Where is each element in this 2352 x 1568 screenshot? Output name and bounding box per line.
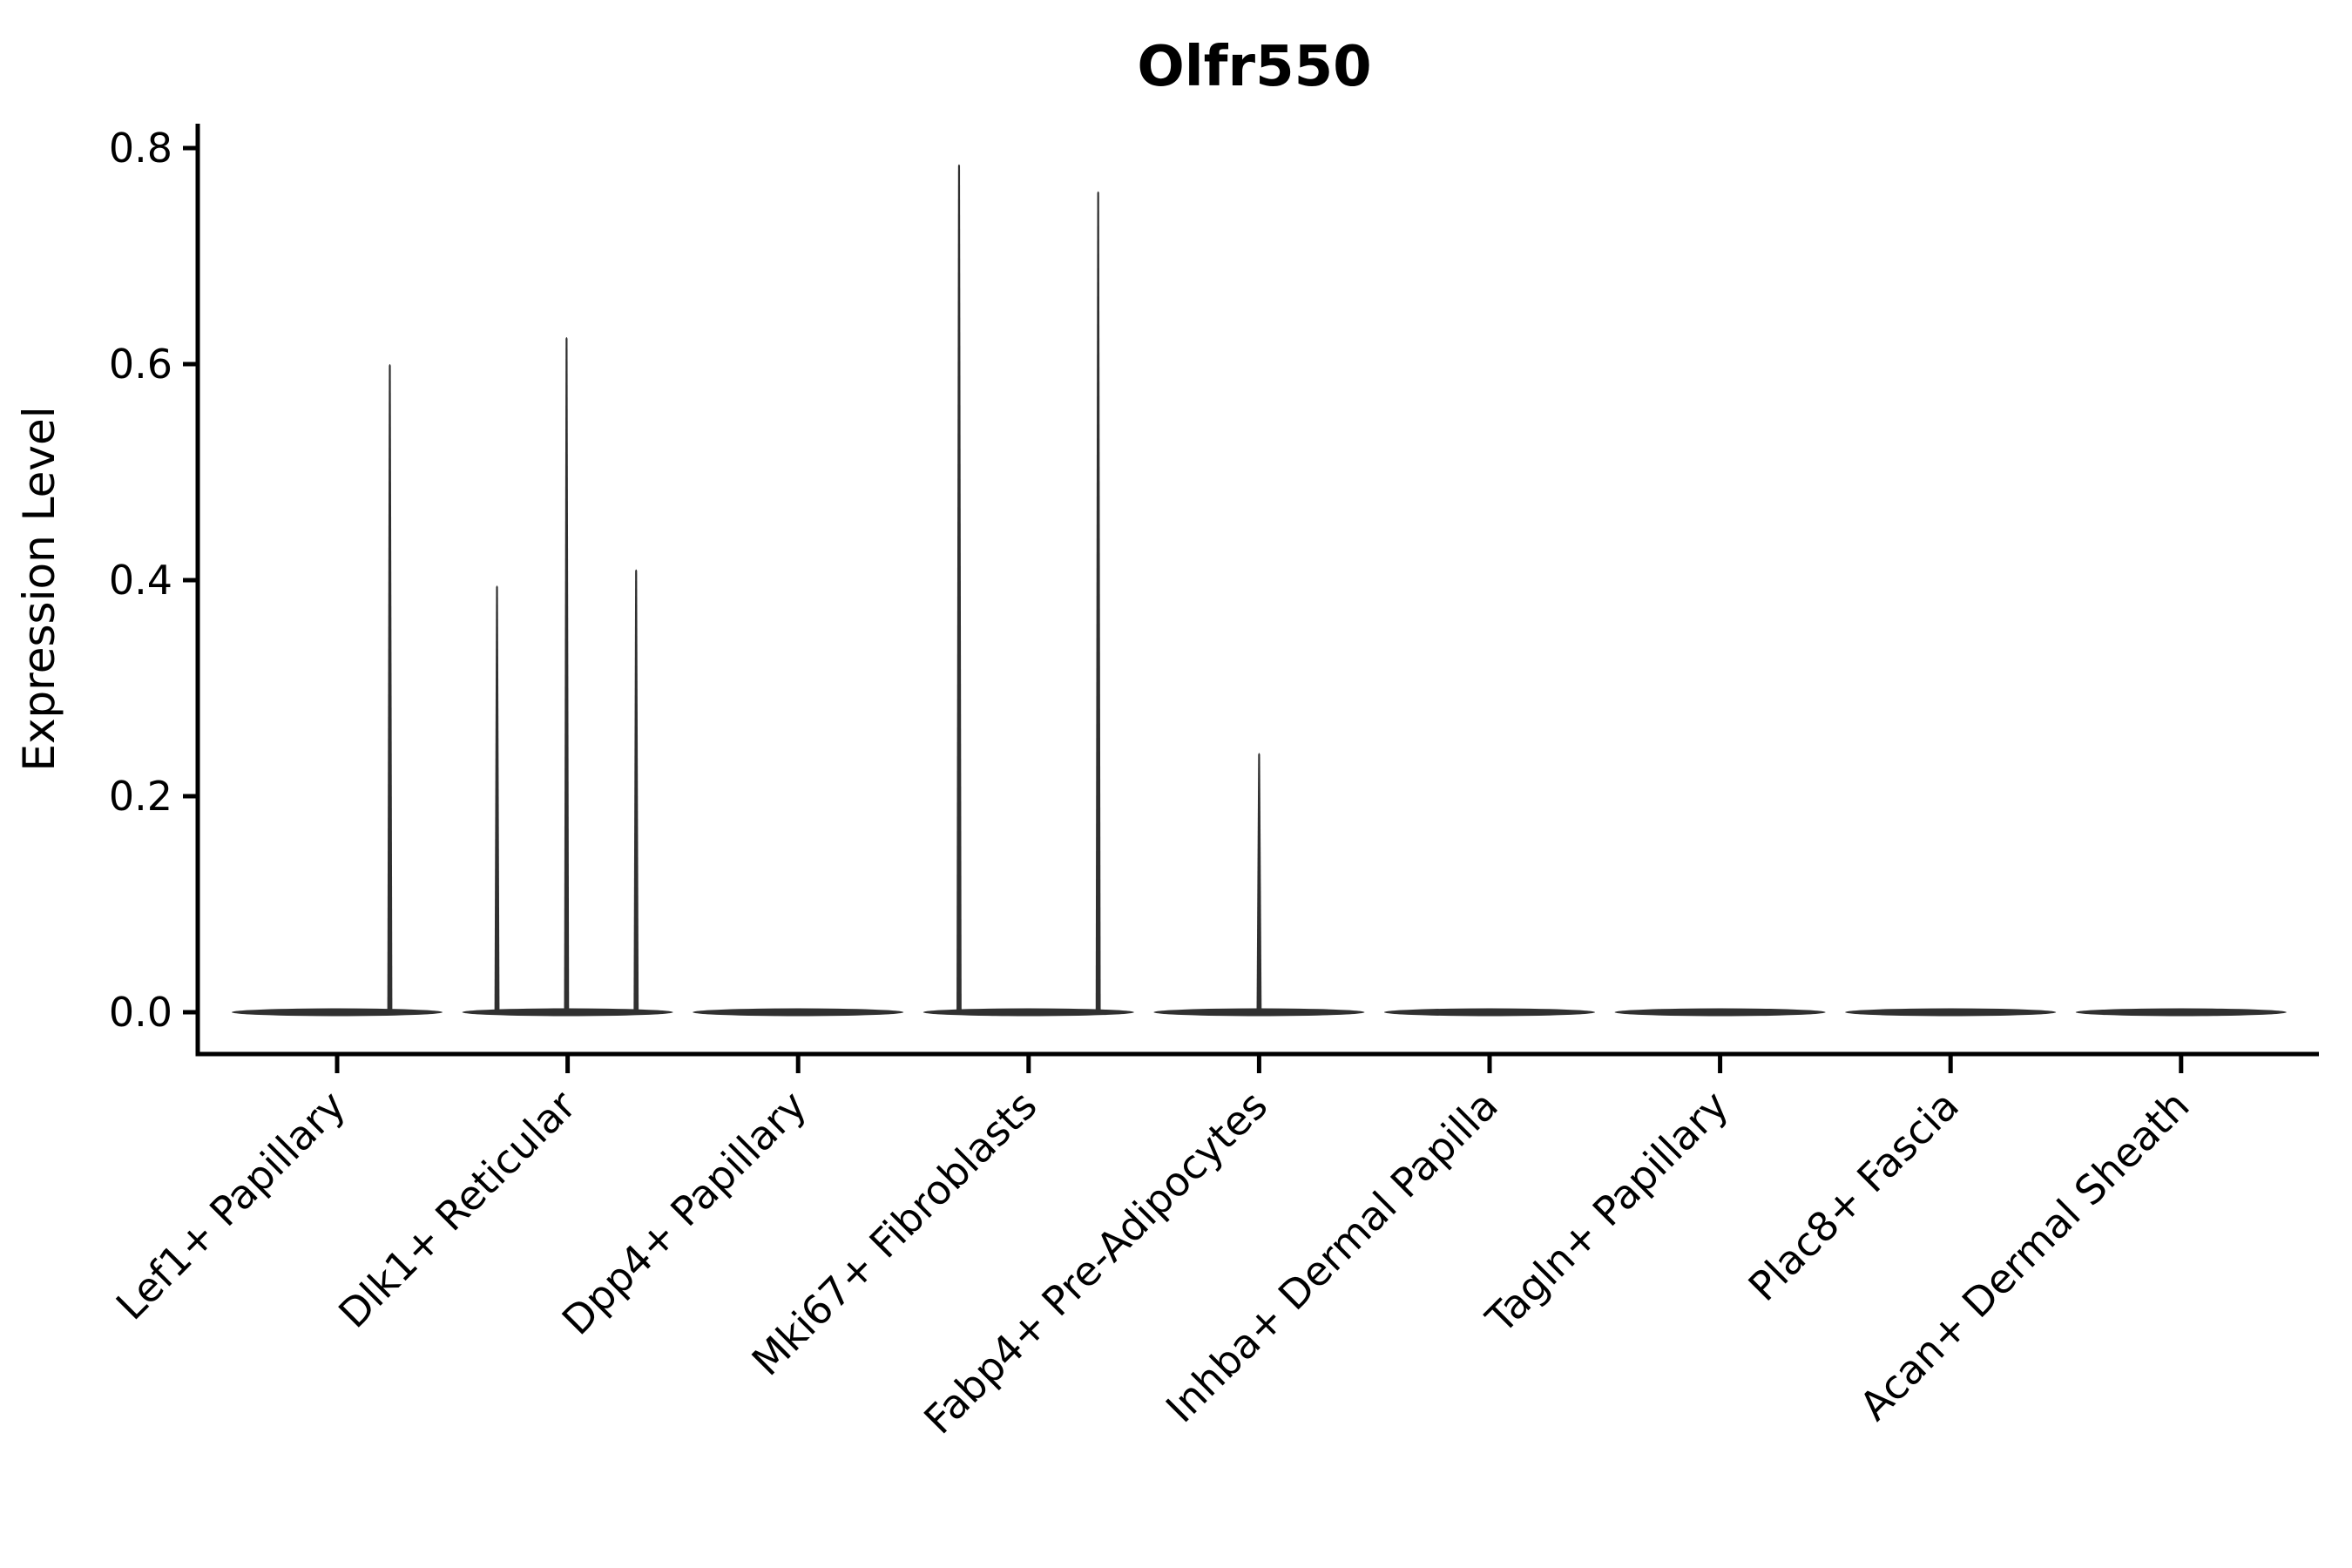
y-tick-label: 0.6 (109, 341, 172, 388)
violin-body (923, 1008, 1134, 1017)
y-axis-label: Expression Level (14, 406, 64, 771)
violin-body (232, 1008, 443, 1017)
violin-body (693, 1008, 904, 1017)
violin-body (1845, 1008, 2057, 1017)
x-tick-label: Plac8+ Fascia (1740, 1082, 1968, 1310)
violin-body (1614, 1008, 1826, 1017)
violin-spike (1256, 753, 1262, 1012)
violin-spike (494, 585, 500, 1012)
violin-spike (564, 337, 570, 1012)
violin-body (1384, 1008, 1595, 1017)
x-tick-label: Dlk1+ Reticular (329, 1082, 585, 1337)
x-tick-label: Lef1+ Papillary (107, 1082, 355, 1329)
violin-spike (956, 164, 962, 1013)
violin-spike (633, 569, 639, 1012)
y-tick-label: 0.2 (109, 773, 172, 820)
chart-title: Olfr550 (1137, 35, 1371, 99)
violin-spike (1095, 191, 1101, 1013)
violin-body (2075, 1008, 2287, 1017)
x-tick-label: Dpp4+ Papillary (553, 1082, 815, 1344)
x-tick-label: Tagln+ Papillary (1477, 1082, 1738, 1343)
violin-spike (387, 364, 393, 1012)
y-tick-label: 0.0 (109, 989, 172, 1036)
y-tick-label: 0.8 (109, 125, 172, 172)
y-tick-label: 0.4 (109, 557, 172, 604)
